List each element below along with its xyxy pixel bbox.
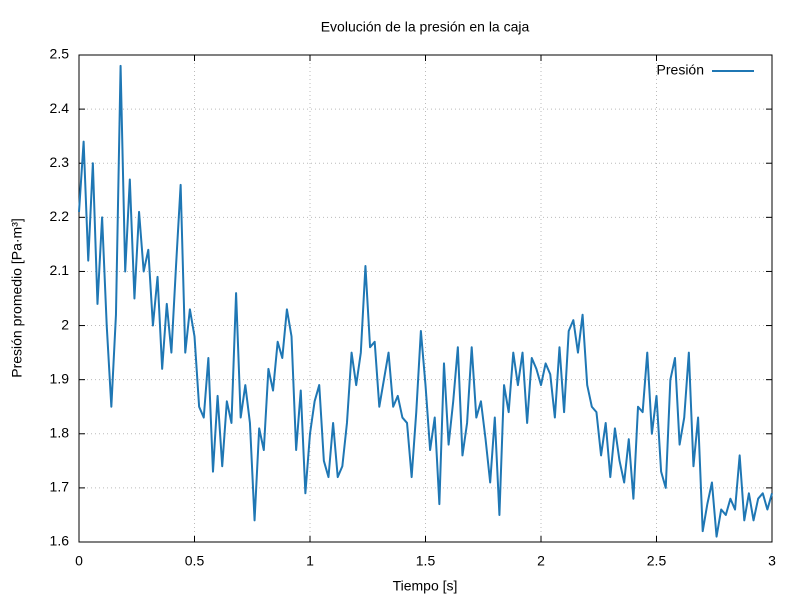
y-tick-label: 2.4 bbox=[50, 100, 70, 116]
x-tick-label: 0.5 bbox=[185, 553, 205, 569]
y-tick-label: 2.5 bbox=[50, 46, 70, 62]
y-tick-label: 1.8 bbox=[50, 424, 70, 440]
y-tick-label: 2.2 bbox=[50, 208, 70, 224]
y-tick-label: 2 bbox=[61, 316, 69, 332]
y-tick-label: 1.6 bbox=[50, 533, 70, 549]
x-axis-label: Tiempo [s] bbox=[393, 578, 458, 594]
y-tick-label: 1.7 bbox=[50, 479, 70, 495]
plot-frame bbox=[78, 54, 773, 543]
chart-title: Evolución de la presión en la caja bbox=[321, 19, 530, 35]
x-tick-label: 2.5 bbox=[647, 553, 667, 569]
y-tick-label: 1.9 bbox=[50, 370, 70, 386]
x-tick-label: 3 bbox=[768, 553, 776, 569]
x-tick-label: 1.5 bbox=[416, 553, 436, 569]
data-line bbox=[78, 64, 773, 538]
legend-label: Presión bbox=[657, 62, 704, 78]
y-tick-label: 2.3 bbox=[50, 154, 70, 170]
x-tick-label: 1 bbox=[306, 553, 314, 569]
y-tick-label: 2.1 bbox=[50, 262, 70, 278]
x-tick-label: 2 bbox=[537, 553, 545, 569]
y-axis-label: Presión promedio [Pa·m³] bbox=[9, 218, 25, 378]
x-tick-label: 0 bbox=[75, 553, 83, 569]
